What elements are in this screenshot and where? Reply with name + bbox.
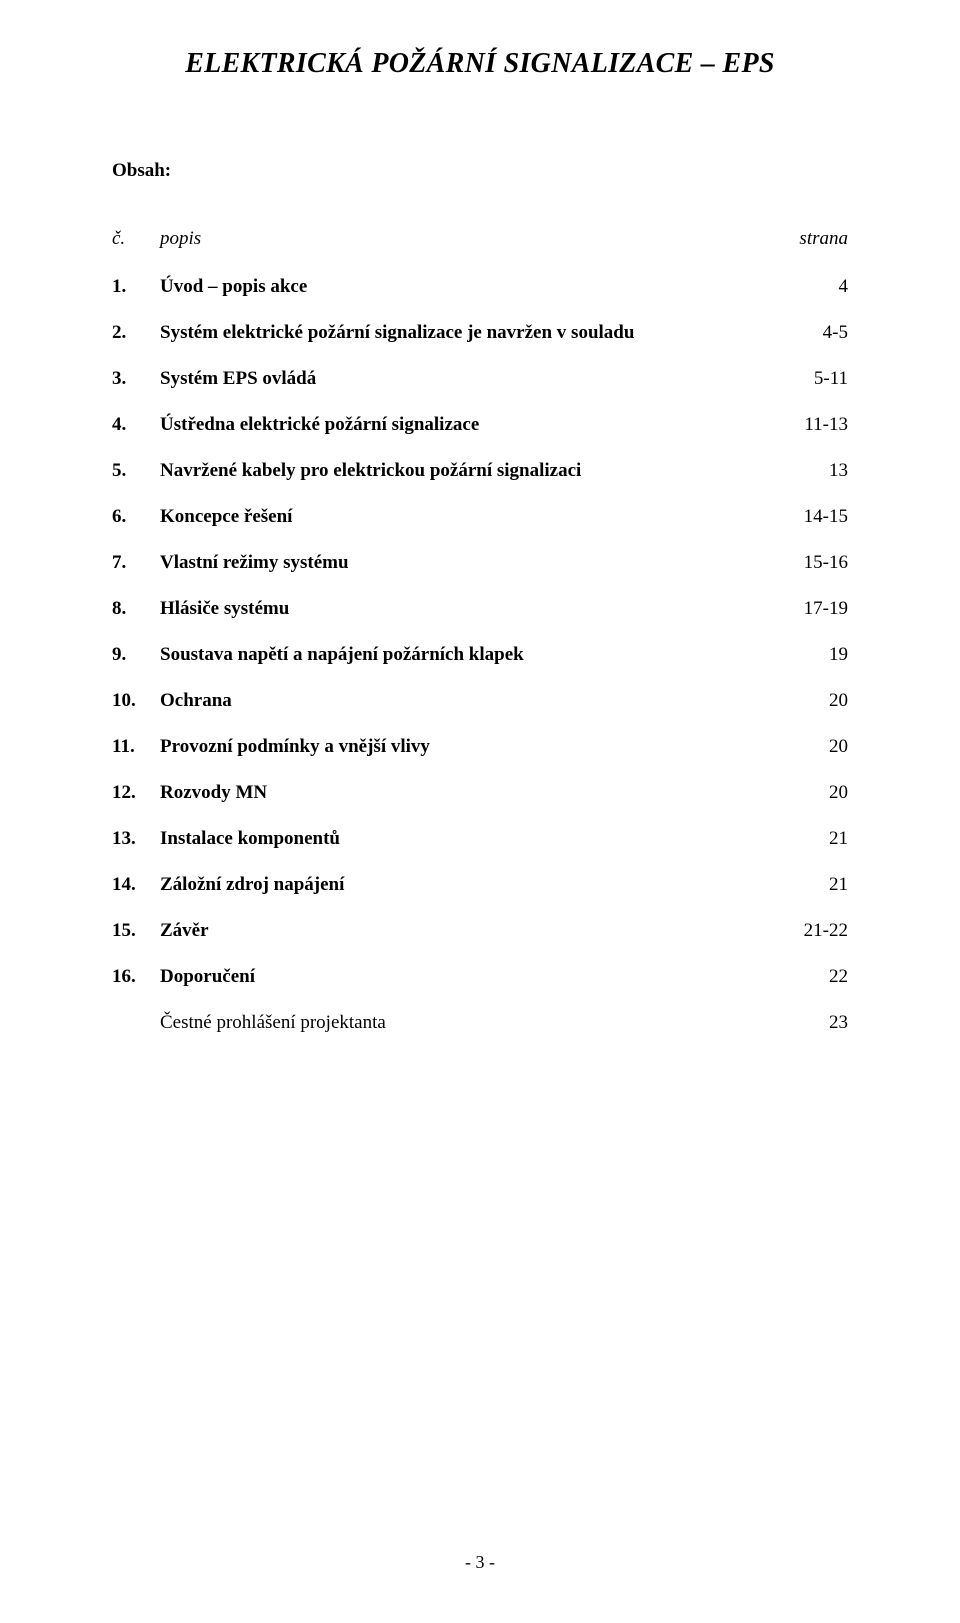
toc-item-page: 21-22 [768, 920, 848, 942]
toc-item-number: 5. [112, 460, 160, 482]
toc-row: 9.Soustava napětí a napájení požárních k… [112, 644, 848, 666]
toc-item-desc: Navržené kabely pro elektrickou požární … [160, 460, 768, 482]
toc-row: 4.Ústředna elektrické požární signalizac… [112, 414, 848, 436]
toc-item-desc: Instalace komponentů [160, 828, 768, 850]
toc-row: 8.Hlásiče systému17-19 [112, 598, 848, 620]
toc-item-page: 4 [768, 276, 848, 298]
toc-item-page: 4-5 [768, 322, 848, 344]
toc-item-page: 11-13 [768, 414, 848, 436]
toc-list: 1.Úvod – popis akce4 2.Systém elektrické … [112, 276, 848, 1034]
toc-item-desc: Úvod – popis akce [160, 276, 768, 298]
page-title: ELEKTRICKÁ POŽÁRNÍ SIGNALIZACE – EPS [112, 48, 848, 80]
toc-item-desc: Hlásiče systému [160, 598, 768, 620]
toc-item-desc: Systém EPS ovládá [160, 368, 768, 390]
toc-item-page: 17-19 [768, 598, 848, 620]
toc-item-number: 14. [112, 874, 160, 896]
toc-row: 12.Rozvody MN20 [112, 782, 848, 804]
toc-header-page: strana [768, 228, 848, 250]
toc-header-desc: popis [160, 228, 768, 250]
toc-row: 14.Záložní zdroj napájení21 [112, 874, 848, 896]
toc-item-number: 3. [112, 368, 160, 390]
page: ELEKTRICKÁ POŽÁRNÍ SIGNALIZACE – EPS Obs… [0, 0, 960, 1623]
toc-item-desc: Soustava napětí a napájení požárních kla… [160, 644, 768, 666]
toc-row: 10.Ochrana20 [112, 690, 848, 712]
toc-item-number: 16. [112, 966, 160, 988]
toc-row: 16.Doporučení22 [112, 966, 848, 988]
toc-row: 3.Systém EPS ovládá5-11 [112, 368, 848, 390]
toc-item-number: 8. [112, 598, 160, 620]
toc-item-page: 20 [768, 736, 848, 758]
toc-item-number: 15. [112, 920, 160, 942]
toc-item-number: 11. [112, 736, 160, 758]
toc-item-number: 1. [112, 276, 160, 298]
toc-item-page: 5-11 [768, 368, 848, 390]
toc-item-page: 21 [768, 874, 848, 896]
toc-item-desc: Záložní zdroj napájení [160, 874, 768, 896]
toc-item-number: 6. [112, 506, 160, 528]
obsah-label: Obsah: [112, 160, 848, 182]
toc-item-desc: Ústředna elektrické požární signalizace [160, 414, 768, 436]
toc-row: 1.Úvod – popis akce4 [112, 276, 848, 298]
toc-item-desc: Systém elektrické požární signalizace je… [160, 322, 768, 344]
toc-item-desc: Provozní podmínky a vnější vlivy [160, 736, 768, 758]
toc-item-desc: Ochrana [160, 690, 768, 712]
toc-item-page: 22 [768, 966, 848, 988]
toc-item-desc: Vlastní režimy systému [160, 552, 768, 574]
toc-item-desc: Doporučení [160, 966, 768, 988]
toc-row: 15.Závěr21-22 [112, 920, 848, 942]
page-footer: - 3 - [0, 1552, 960, 1573]
toc-item-page: 13 [768, 460, 848, 482]
toc-item-number: 12. [112, 782, 160, 804]
toc-item-number: 4. [112, 414, 160, 436]
toc-item-desc: Rozvody MN [160, 782, 768, 804]
toc-row-extra: Čestné prohlášení projektanta23 [112, 1012, 848, 1034]
toc-item-desc: Závěr [160, 920, 768, 942]
toc-row: 11.Provozní podmínky a vnější vlivy20 [112, 736, 848, 758]
toc-header-row: č. popis strana [112, 228, 848, 250]
toc-row: 6.Koncepce řešení14-15 [112, 506, 848, 528]
toc-item-page: 19 [768, 644, 848, 666]
toc-row: 2.Systém elektrické požární signalizace … [112, 322, 848, 344]
toc-item-number: 9. [112, 644, 160, 666]
toc-item-number: 10. [112, 690, 160, 712]
toc-row: 7.Vlastní režimy systému15-16 [112, 552, 848, 574]
toc-item-number: 13. [112, 828, 160, 850]
toc-item-desc: Koncepce řešení [160, 506, 768, 528]
toc-item-page: 23 [768, 1012, 848, 1034]
toc-item-page: 20 [768, 690, 848, 712]
toc-item-desc: Čestné prohlášení projektanta [160, 1012, 768, 1034]
toc-item-number: 7. [112, 552, 160, 574]
toc-row: 5.Navržené kabely pro elektrickou požárn… [112, 460, 848, 482]
toc-item-page: 21 [768, 828, 848, 850]
toc-row: 13.Instalace komponentů21 [112, 828, 848, 850]
toc-header-num: č. [112, 228, 160, 250]
toc-item-page: 20 [768, 782, 848, 804]
toc-item-page: 15-16 [768, 552, 848, 574]
toc-item-page: 14-15 [768, 506, 848, 528]
toc-item-number: 2. [112, 322, 160, 344]
